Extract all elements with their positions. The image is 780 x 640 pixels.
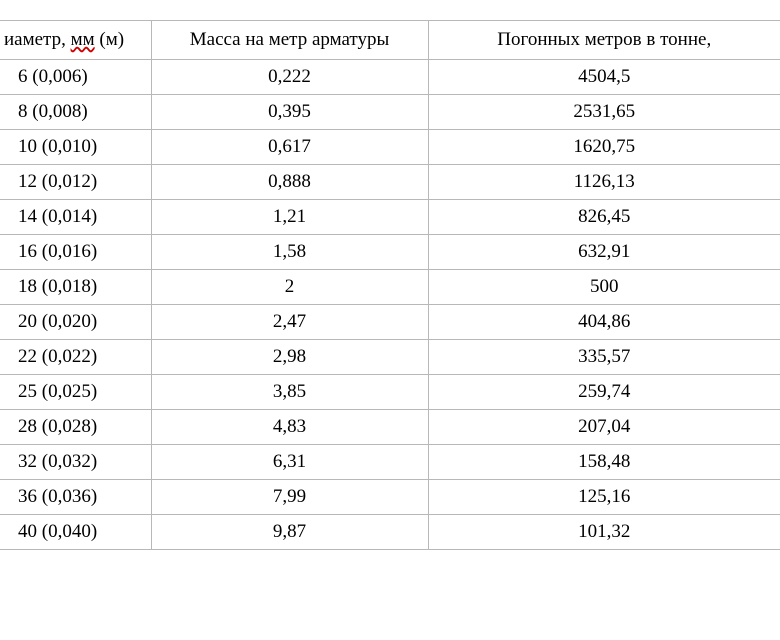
cell-meters: 207,04 — [428, 410, 780, 445]
cell-diameter: 6 (0,006) — [0, 60, 151, 95]
table-row: 20 (0,020)2,47404,86 — [0, 305, 780, 340]
cell-mass: 1,21 — [151, 200, 428, 235]
table-row: 14 (0,014)1,21826,45 — [0, 200, 780, 235]
cell-mass: 9,87 — [151, 515, 428, 550]
cell-diameter: 20 (0,020) — [0, 305, 151, 340]
table-body: 6 (0,006)0,2224504,58 (0,008)0,3952531,6… — [0, 60, 780, 550]
cell-diameter: 8 (0,008) — [0, 95, 151, 130]
cell-meters: 125,16 — [428, 480, 780, 515]
cell-mass: 0,395 — [151, 95, 428, 130]
cell-meters: 2531,65 — [428, 95, 780, 130]
table-row: 6 (0,006)0,2224504,5 — [0, 60, 780, 95]
table-header-row: иаметр, мм (м) Масса на метр арматуры По… — [0, 21, 780, 60]
rebar-specifications-table: иаметр, мм (м) Масса на метр арматуры По… — [0, 20, 780, 550]
cell-meters: 259,74 — [428, 375, 780, 410]
cell-mass: 3,85 — [151, 375, 428, 410]
cell-diameter: 14 (0,014) — [0, 200, 151, 235]
column-header-diameter: иаметр, мм (м) — [0, 21, 151, 60]
cell-diameter: 32 (0,032) — [0, 445, 151, 480]
table-row: 22 (0,022)2,98335,57 — [0, 340, 780, 375]
table-row: 8 (0,008)0,3952531,65 — [0, 95, 780, 130]
cell-meters: 404,86 — [428, 305, 780, 340]
table-row: 28 (0,028)4,83207,04 — [0, 410, 780, 445]
table-row: 18 (0,018)2500 — [0, 270, 780, 305]
cell-meters: 500 — [428, 270, 780, 305]
cell-diameter: 40 (0,040) — [0, 515, 151, 550]
cell-meters: 335,57 — [428, 340, 780, 375]
cell-diameter: 25 (0,025) — [0, 375, 151, 410]
table-row: 36 (0,036)7,99125,16 — [0, 480, 780, 515]
cell-mass: 4,83 — [151, 410, 428, 445]
column-header-mass: Масса на метр арматуры — [151, 21, 428, 60]
cell-diameter: 22 (0,022) — [0, 340, 151, 375]
header-diameter-suffix: (м) — [95, 29, 124, 50]
cell-diameter: 10 (0,010) — [0, 130, 151, 165]
table-row: 25 (0,025)3,85259,74 — [0, 375, 780, 410]
cell-diameter: 12 (0,012) — [0, 165, 151, 200]
cell-mass: 7,99 — [151, 480, 428, 515]
cell-mass: 2,98 — [151, 340, 428, 375]
table-row: 10 (0,010)0,6171620,75 — [0, 130, 780, 165]
cell-meters: 4504,5 — [428, 60, 780, 95]
header-diameter-prefix: иаметр, — [4, 29, 71, 50]
cell-diameter: 36 (0,036) — [0, 480, 151, 515]
cell-mass: 1,58 — [151, 235, 428, 270]
cell-meters: 826,45 — [428, 200, 780, 235]
cell-mass: 0,617 — [151, 130, 428, 165]
cell-mass: 0,888 — [151, 165, 428, 200]
table-row: 16 (0,016)1,58632,91 — [0, 235, 780, 270]
table-row: 40 (0,040)9,87101,32 — [0, 515, 780, 550]
table-row: 32 (0,032)6,31158,48 — [0, 445, 780, 480]
header-diameter-mm: мм — [71, 29, 95, 50]
cell-mass: 2,47 — [151, 305, 428, 340]
column-header-meters: Погонных метров в тонне, — [428, 21, 780, 60]
cell-mass: 0,222 — [151, 60, 428, 95]
cell-diameter: 16 (0,016) — [0, 235, 151, 270]
cell-meters: 1620,75 — [428, 130, 780, 165]
cell-meters: 1126,13 — [428, 165, 780, 200]
cell-mass: 6,31 — [151, 445, 428, 480]
cell-diameter: 18 (0,018) — [0, 270, 151, 305]
cell-diameter: 28 (0,028) — [0, 410, 151, 445]
cell-meters: 632,91 — [428, 235, 780, 270]
cell-meters: 101,32 — [428, 515, 780, 550]
cell-meters: 158,48 — [428, 445, 780, 480]
table-row: 12 (0,012)0,8881126,13 — [0, 165, 780, 200]
cell-mass: 2 — [151, 270, 428, 305]
